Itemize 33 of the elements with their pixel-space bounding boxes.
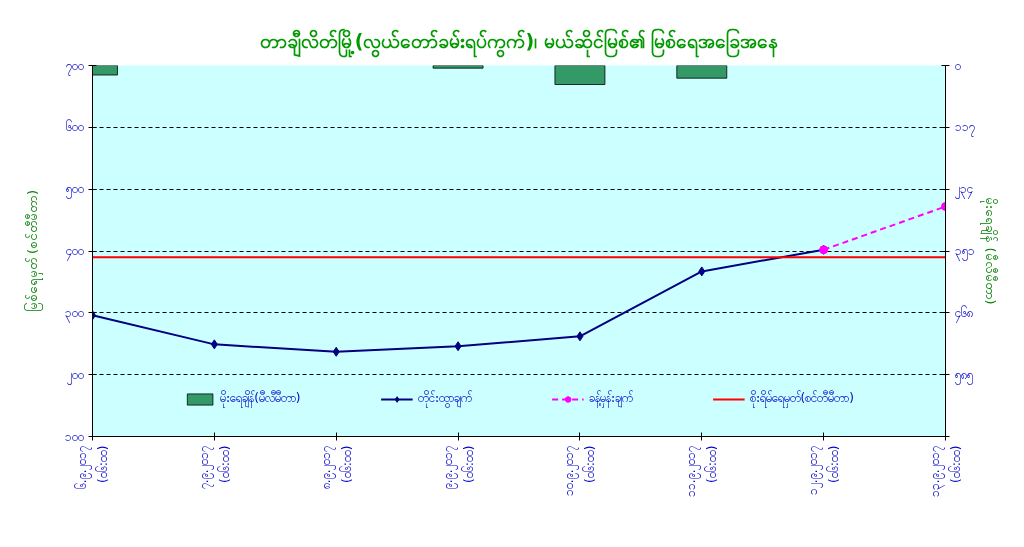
- x-tick-label: ၁၃.၉.၂၀၁၇ (၀၆:၀၀): [928, 445, 963, 498]
- legend-label: တိုင်းထွာချက်: [417, 390, 472, 408]
- point: [576, 331, 584, 342]
- legend-label: စိုးရိမ်ရေမှတ်(စင်တီမီတာ): [749, 390, 854, 408]
- chart-title: တာချီလိတ်မြို့(လွယ်တော်ခမ်းရပ်ကွက်)၊ မယ်ဆိုင်မြစ်၏ မြစ်ရေအခြေအနေ: [259, 27, 779, 58]
- point: [454, 341, 462, 352]
- point: [698, 266, 706, 277]
- legend-label: ခန့်မှန်းချက်: [588, 390, 633, 408]
- y-tick-label: ၃၀၀: [64, 305, 84, 323]
- x-tick-label: ၈.၉.၂၀၁၇ (၀၆:၀၀): [318, 445, 354, 490]
- y-axis-title: မြစ်ရေမှတ် (စင်တီမီတာ): [23, 189, 43, 313]
- y2-tick-label: ၅၈၅: [954, 367, 973, 385]
- x-tick-label: ၁၂.၉.၂၀၁၇ (၀၆:၀၀): [806, 445, 842, 496]
- y-tick-label: ၂၀၀: [66, 367, 84, 385]
- y2-tick-label: ၁၁၇: [954, 120, 975, 138]
- point: [332, 346, 340, 357]
- y-tick-label: ၆၀၀: [65, 119, 84, 135]
- x-tick-label: ၁၀.၉.၂၀၁၇ (၀၆:၀၀): [562, 445, 598, 497]
- y2-tick-label: ၀: [954, 58, 961, 73]
- x-tick-label: ၆.၉.၂၀၁၇ (၀၆:၀၀): [74, 445, 110, 490]
- y2-tick-label: ၄၆၈: [954, 304, 973, 323]
- point: [210, 339, 218, 350]
- y-tick-label: ၅၀၀: [65, 182, 84, 200]
- x-tick-label: ၉.၉.၂၀၁၇ (၀၆:၀၀): [440, 445, 476, 490]
- y2-tick-label: ၃၅၁: [954, 244, 975, 261]
- y-tick-label: ၄၀၀: [65, 244, 84, 261]
- y-tick-label: ၁၀၀: [64, 429, 84, 444]
- x-tick-label: ၇.၉.၂၀၁၇ (၀၆:၀၀): [196, 445, 232, 490]
- legend-label: မိုးရေချိန်(မီလီမီတာ): [220, 390, 301, 408]
- y2-tick-label: ၂၃၄: [954, 182, 973, 200]
- x-tick-label: ၁၁.၉.၂၀၁၇ (၀၆:၀၀): [684, 445, 720, 498]
- y-tick-label: ၇၀၀: [65, 58, 84, 76]
- y2-axis-title: မိုးရေချိန် (မီလီမီတာ): [979, 197, 998, 305]
